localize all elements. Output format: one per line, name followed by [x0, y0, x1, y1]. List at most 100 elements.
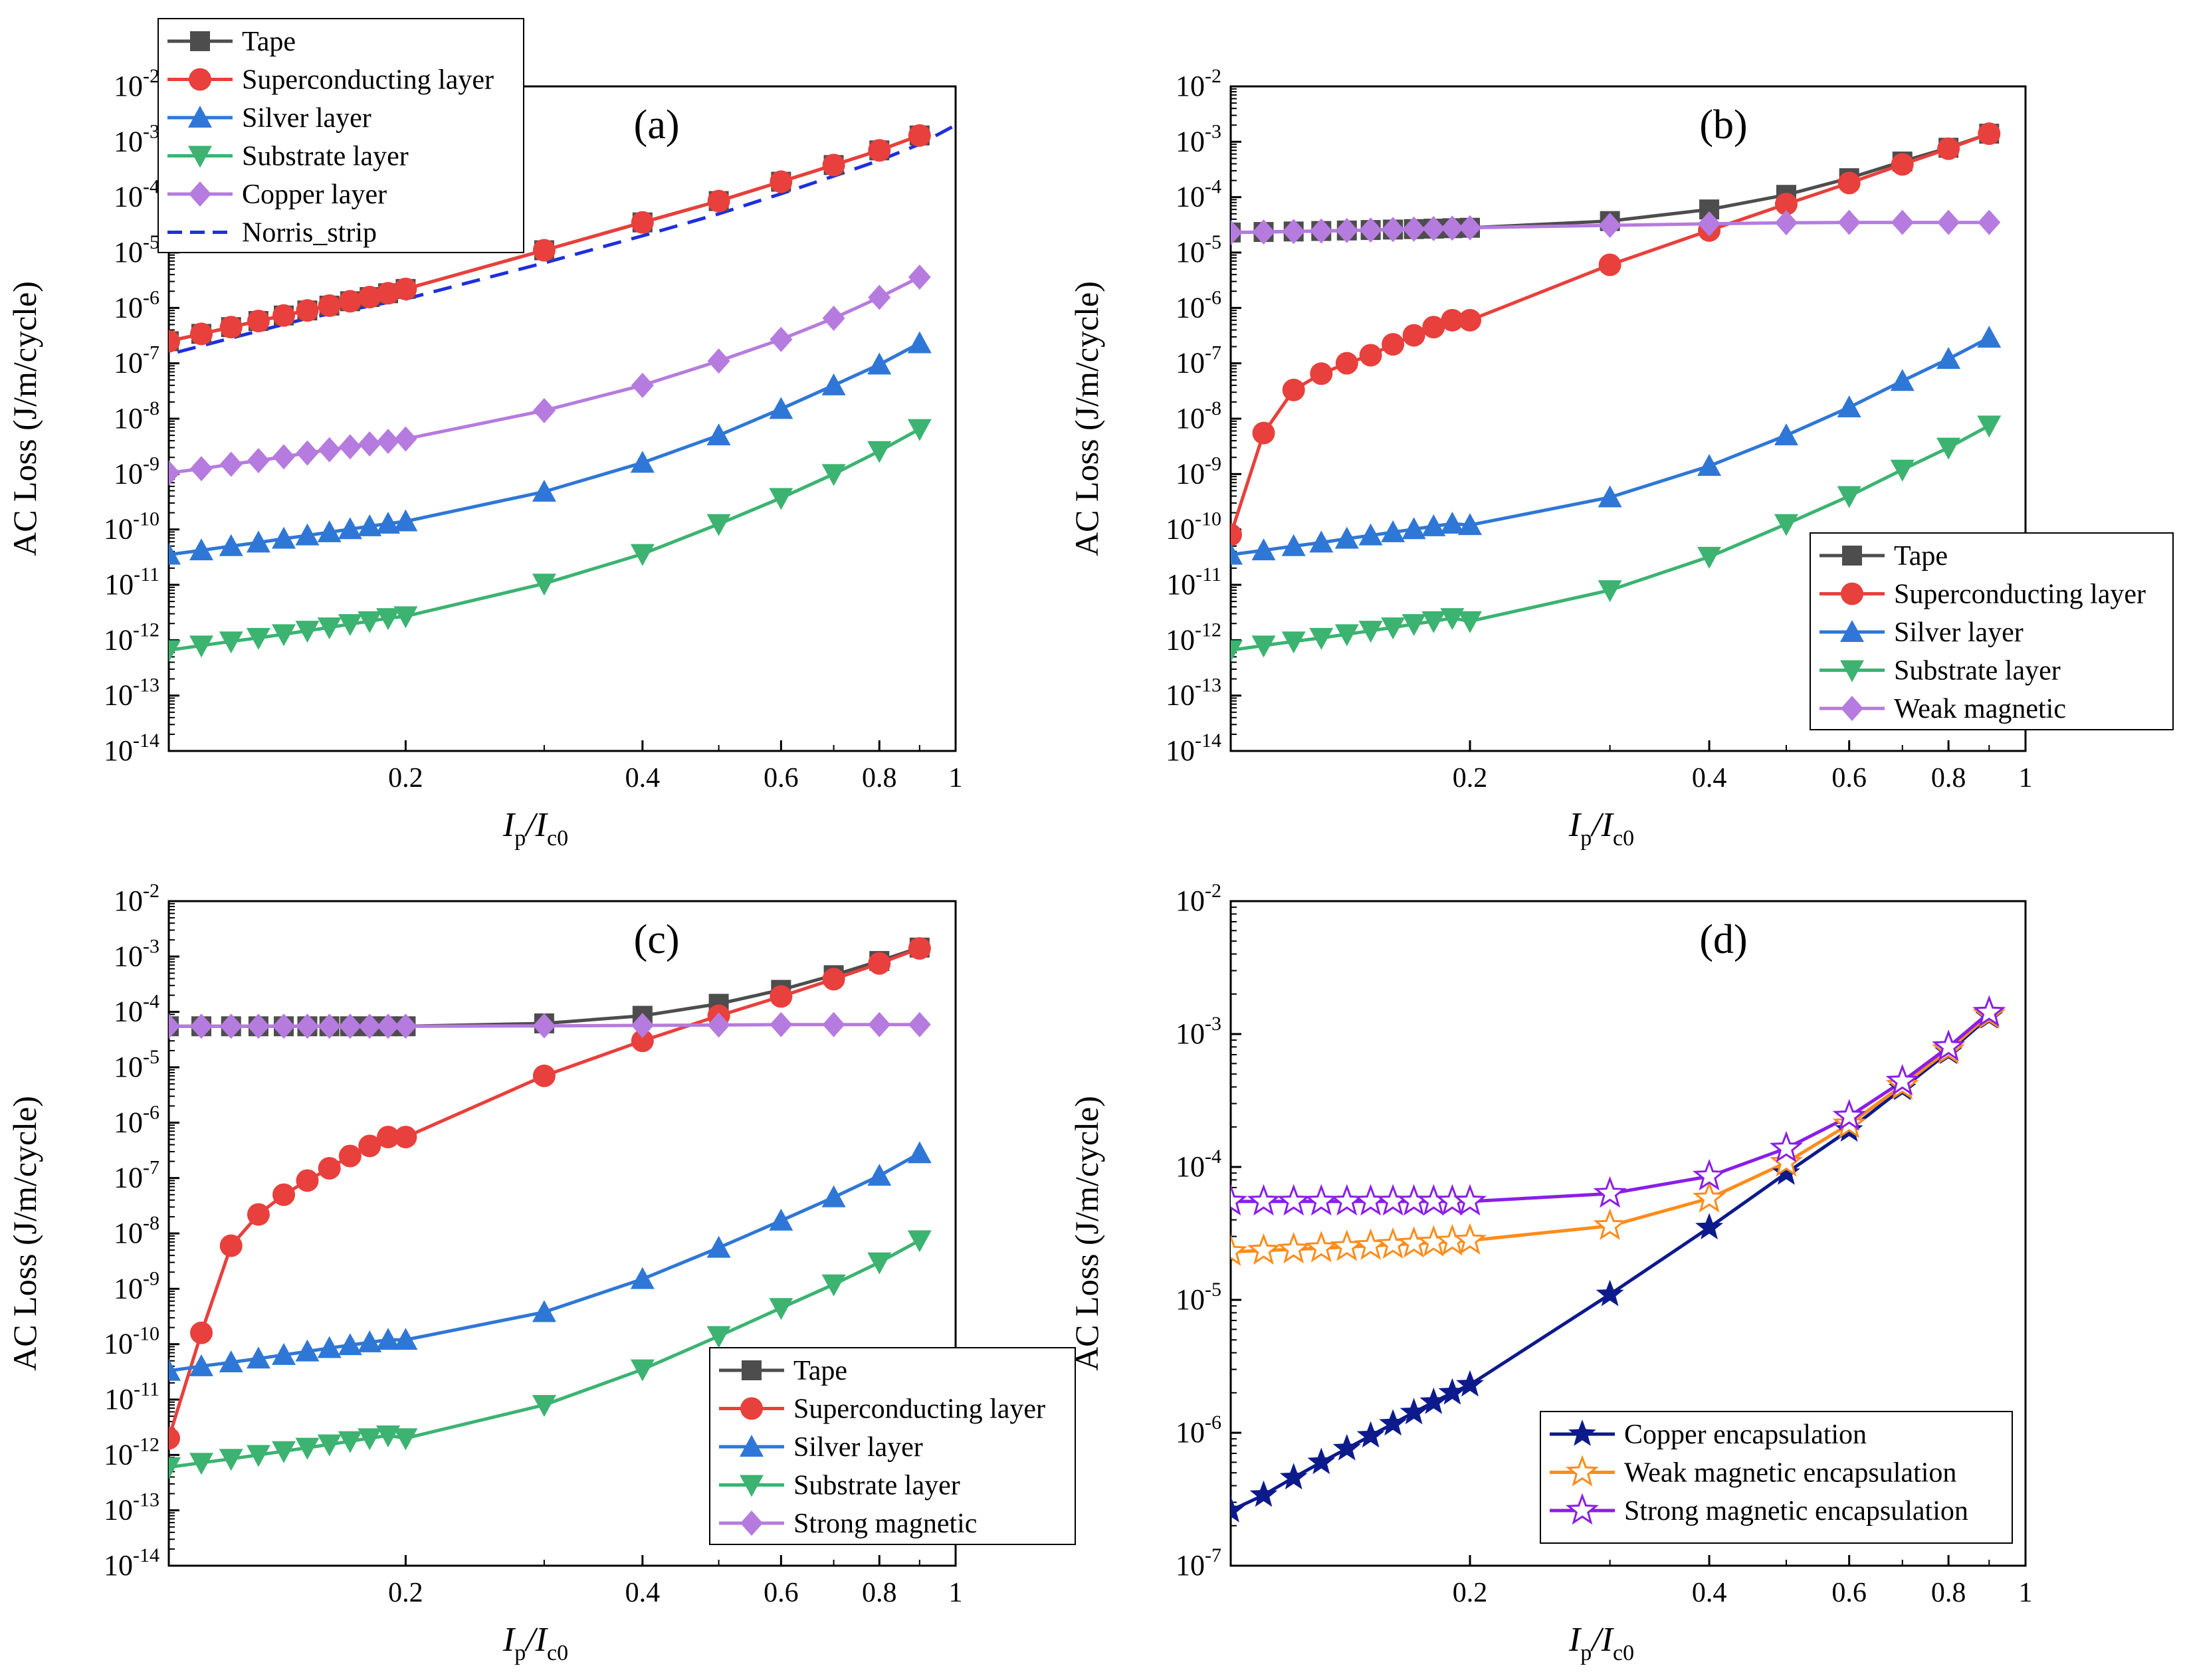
data-point [295, 523, 320, 546]
data-point [1972, 995, 2006, 1027]
legend-label: Substrate layer [1894, 656, 2061, 686]
data-point [1459, 308, 1482, 332]
data-point [338, 1333, 362, 1356]
data-point [1309, 530, 1334, 553]
data-point [393, 1428, 418, 1451]
x-axis-label-part: c0 [547, 826, 568, 851]
y-tick-exponent: -12 [133, 1433, 159, 1455]
data-point [246, 1346, 270, 1369]
legend-label: Superconducting layer [1894, 579, 2146, 610]
data-point [707, 348, 730, 374]
data-point [1978, 122, 2001, 146]
data-point [272, 1013, 296, 1039]
x-tick-label: 0.6 [1831, 763, 1867, 793]
legend-item: Tape [167, 27, 296, 57]
data-point [1440, 608, 1465, 631]
y-tick-base: 10 [114, 1272, 143, 1305]
data-point [272, 624, 296, 647]
data-point [338, 290, 362, 313]
legend: Tape Superconducting layer Silver layer Sub… [1810, 532, 2174, 730]
legend-label: Copper layer [242, 179, 387, 210]
y-tick-exponent: -11 [134, 1378, 159, 1400]
y-tick-base: 10 [1176, 1283, 1205, 1316]
y-tick-label: 10-13 [104, 1489, 159, 1526]
data-point [1376, 1227, 1410, 1259]
legend: Tape Superconducting layer Silver layer Sub… [709, 1347, 1076, 1545]
legend-label: Strong magnetic encapsulation [1624, 1496, 1968, 1526]
data-point [219, 534, 243, 556]
data-point [1279, 1463, 1308, 1490]
data-point [868, 1011, 891, 1037]
y-tick-label: 10-14 [104, 730, 159, 767]
y-tick-exponent: -5 [1205, 231, 1221, 253]
data-point [190, 456, 213, 482]
data-point [1247, 1233, 1281, 1265]
data-point [1249, 1480, 1278, 1507]
data-point [631, 1013, 654, 1039]
data-point [1231, 640, 1243, 663]
y-tick-exponent: -6 [143, 286, 159, 308]
data-point [1891, 153, 1914, 176]
y-tick-exponent: -4 [1205, 1146, 1221, 1168]
series-line-tape [1231, 132, 1990, 235]
data-point [247, 448, 270, 474]
y-tick-exponent: -10 [133, 1323, 159, 1345]
data-point [1382, 333, 1405, 356]
y-tick-base: 10 [114, 1162, 143, 1194]
data-point [376, 512, 401, 534]
data-point [822, 305, 845, 331]
y-tick-label: 10-12 [104, 619, 159, 656]
data-point [358, 514, 382, 536]
y-tick-exponent: -14 [133, 730, 159, 752]
data-point [1231, 1496, 1245, 1522]
plot-frame [1229, 900, 2027, 1567]
x-axis-label-part: /I [524, 806, 548, 844]
data-point [318, 1013, 341, 1039]
panel-d: 10-710-610-510-410-310-20.2 0.4 0.6 0.8 1AC … [1068, 880, 2033, 1665]
data-point [1441, 308, 1464, 332]
series-line-weak-magnetic-encapsulation [1231, 1013, 1990, 1254]
data-point [1459, 215, 1482, 241]
y-tick-base: 10 [114, 1051, 143, 1083]
data-point [169, 1457, 181, 1479]
y-tick-label: 10-5 [1176, 1279, 1221, 1316]
data-point [1252, 219, 1275, 245]
data-point [1769, 1130, 1803, 1163]
y-tick-exponent: -13 [133, 675, 159, 696]
data-point [1890, 369, 1915, 391]
data-point [1977, 415, 2002, 438]
data-point [1402, 517, 1426, 540]
y-tick-exponent: -5 [143, 231, 159, 253]
y-tick-exponent: -13 [1195, 675, 1221, 696]
data-point [868, 139, 891, 162]
data-point [1837, 209, 1861, 235]
data-point [1456, 1370, 1484, 1397]
x-tick-label: 0.4 [1692, 1578, 1727, 1608]
y-tick-base: 10 [1176, 402, 1205, 435]
y-tick-base: 10 [104, 1549, 133, 1582]
data-point [376, 1425, 401, 1447]
y-tick-base: 10 [1176, 1549, 1205, 1582]
data-point [868, 284, 891, 310]
data-point [1774, 514, 1798, 536]
legend-label: Substrate layer [242, 142, 409, 172]
legend-item: Copper layer [167, 179, 387, 210]
data-point [272, 1183, 296, 1206]
legend-marker [740, 1435, 764, 1457]
legend-label: Silver layer [242, 103, 371, 134]
x-axis: 0.2 0.4 0.6 0.8 1 [388, 1555, 963, 1608]
data-point [1458, 513, 1483, 536]
legend: Copper encapsulation Weak magnetic encaps… [1540, 1411, 2013, 1544]
data-point [630, 544, 655, 566]
y-tick-base: 10 [1176, 885, 1205, 917]
data-point [1593, 1208, 1627, 1240]
data-point [296, 299, 319, 322]
data-point [631, 372, 654, 398]
data-point [190, 1013, 213, 1039]
data-point [317, 520, 342, 542]
data-point [1438, 1378, 1467, 1405]
data-point [318, 437, 341, 463]
y-tick-base: 10 [114, 347, 143, 379]
x-tick-label: 0.8 [862, 1578, 897, 1608]
